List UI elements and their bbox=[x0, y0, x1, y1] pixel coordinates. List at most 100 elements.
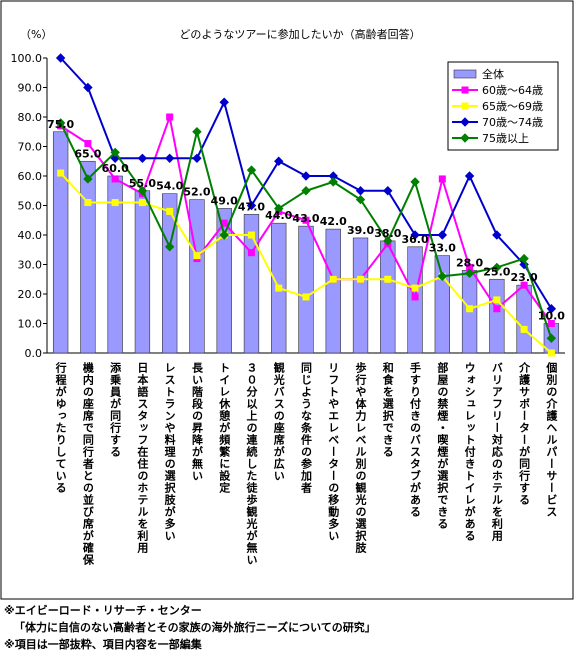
footnote: ※項目は一部抜粋、項目内容を一部編集 bbox=[4, 637, 203, 651]
y-tick-label: 20.0 bbox=[18, 288, 43, 301]
y-tick-label: 60.0 bbox=[18, 170, 43, 183]
y-tick-label: 50.0 bbox=[18, 200, 43, 213]
point bbox=[464, 171, 475, 181]
legend-marker bbox=[461, 86, 469, 94]
bar bbox=[52, 131, 69, 354]
bar bbox=[325, 228, 341, 354]
data-label: 54.0 bbox=[156, 180, 183, 193]
x-tick-label: 長い階段の昇降が無い bbox=[190, 362, 203, 482]
y-tick-label: 70.0 bbox=[18, 141, 43, 154]
point bbox=[410, 177, 420, 187]
point bbox=[493, 296, 501, 304]
x-tick-label: 機内の座席で同行者との並び席が確保 bbox=[81, 361, 95, 566]
point bbox=[164, 242, 175, 252]
legend-label: 全体 bbox=[482, 67, 504, 81]
point bbox=[111, 175, 119, 183]
point bbox=[520, 325, 528, 333]
point bbox=[383, 236, 393, 246]
bar bbox=[216, 208, 232, 354]
point bbox=[275, 284, 283, 292]
y-tick-label: 100.0 bbox=[11, 52, 43, 65]
point bbox=[301, 186, 311, 196]
point bbox=[166, 207, 174, 215]
data-label: 36.0 bbox=[401, 233, 428, 246]
legend-marker bbox=[461, 102, 469, 110]
point bbox=[355, 186, 366, 196]
x-tick-label: ウォシュレット付きトイレがある bbox=[463, 362, 476, 542]
point bbox=[193, 252, 201, 260]
data-label: 33.0 bbox=[429, 242, 456, 255]
x-tick-label: 歩行や体力レベル別の観光の選択肢 bbox=[354, 361, 368, 554]
point bbox=[55, 53, 66, 63]
y-axis-label: （%） bbox=[20, 28, 52, 41]
data-label: 60.0 bbox=[102, 162, 129, 175]
point bbox=[547, 349, 555, 357]
x-tick-label: 観光バスの座席が広い bbox=[272, 361, 286, 482]
point bbox=[411, 293, 419, 301]
point bbox=[247, 231, 255, 239]
point bbox=[357, 275, 365, 283]
legend-marker bbox=[460, 133, 470, 143]
point bbox=[383, 186, 393, 196]
bar bbox=[162, 193, 178, 354]
point bbox=[166, 113, 174, 121]
point bbox=[493, 305, 501, 313]
point bbox=[301, 171, 311, 181]
bar bbox=[380, 240, 396, 354]
bar bbox=[298, 225, 314, 354]
data-label: 49.0 bbox=[211, 194, 238, 207]
data-label: 47.0 bbox=[238, 200, 265, 213]
data-label: 55.0 bbox=[129, 177, 156, 190]
x-tick-label: 個別の介護ヘルパーサービス bbox=[545, 361, 559, 518]
x-tick-label: バリアフリー対応のホテルを利用 bbox=[490, 362, 504, 542]
y-tick-label: 90.0 bbox=[18, 82, 43, 95]
point bbox=[246, 165, 257, 175]
point bbox=[274, 203, 284, 214]
data-label: 39.0 bbox=[347, 224, 374, 237]
point bbox=[329, 275, 337, 283]
point bbox=[492, 262, 502, 273]
point bbox=[110, 147, 120, 158]
point bbox=[546, 304, 557, 314]
point bbox=[247, 249, 255, 257]
x-tick-label: 日本語スタッフ在住のホテルを利用 bbox=[136, 362, 149, 554]
x-tick-label: 介護サポーターが同行する bbox=[518, 361, 532, 506]
bar bbox=[134, 190, 151, 354]
point bbox=[384, 275, 392, 283]
legend-label: 60歳～64歳 bbox=[482, 84, 543, 97]
point bbox=[84, 140, 92, 148]
data-label: 28.0 bbox=[456, 256, 483, 269]
point bbox=[274, 156, 284, 166]
point bbox=[83, 82, 93, 93]
y-tick-label: 30.0 bbox=[18, 259, 43, 272]
footnote: ※エイビーロード・リサーチ・センター bbox=[4, 603, 202, 617]
x-tick-label: 添乗員が同行する bbox=[109, 361, 123, 458]
bar bbox=[434, 255, 450, 354]
point bbox=[83, 174, 93, 184]
point bbox=[192, 127, 202, 137]
x-tick-label: レストランや料理の選択肢が多い bbox=[163, 362, 176, 542]
chart-title: どのようなツアーに参加したいか（高齢者回答） bbox=[179, 27, 420, 41]
bar bbox=[352, 237, 369, 354]
x-tick-label: 和食を選択できる bbox=[381, 361, 394, 458]
x-tick-label: トイレ休憩が頻繁に設定 bbox=[218, 362, 232, 494]
point bbox=[220, 219, 228, 227]
legend-swatch bbox=[453, 69, 477, 79]
data-label: 42.0 bbox=[320, 215, 347, 228]
legend-label: 75歳以上 bbox=[482, 132, 529, 145]
point bbox=[302, 293, 310, 301]
point bbox=[355, 194, 366, 205]
point bbox=[492, 230, 502, 240]
point bbox=[219, 230, 229, 240]
point bbox=[466, 263, 474, 271]
x-tick-label: 手すり付きのバスタブがある bbox=[409, 361, 422, 518]
y-tick-label: 40.0 bbox=[18, 229, 43, 242]
bar bbox=[80, 160, 96, 354]
point bbox=[164, 153, 175, 164]
y-tick-label: 0.0 bbox=[25, 347, 43, 360]
legend-marker bbox=[460, 117, 470, 127]
point bbox=[138, 199, 146, 207]
legend-label: 70歳～74歳 bbox=[482, 116, 543, 129]
data-label: 65.0 bbox=[74, 147, 101, 160]
